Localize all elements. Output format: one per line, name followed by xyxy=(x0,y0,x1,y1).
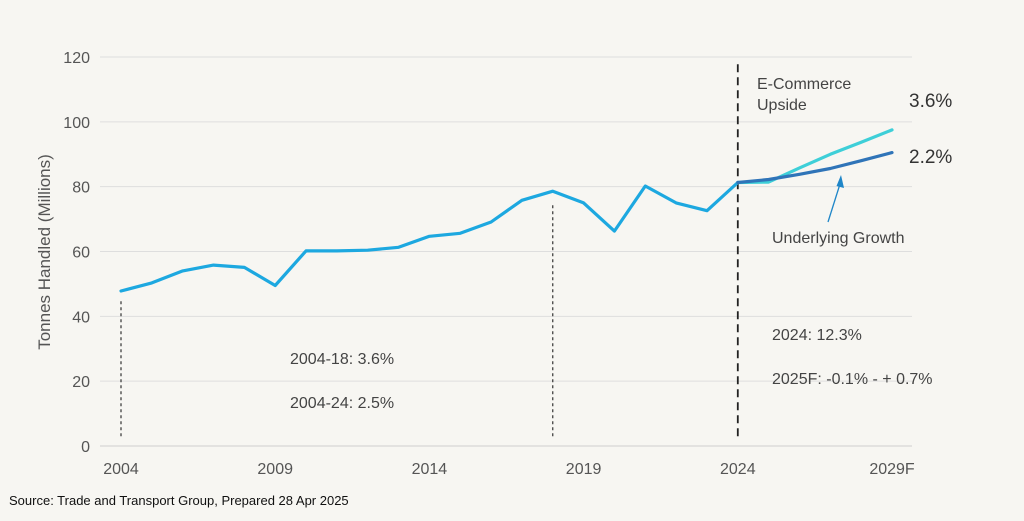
reference-lines xyxy=(120,60,739,437)
x-tick-label: 2004 xyxy=(103,461,139,478)
historical-series-line xyxy=(119,180,740,293)
x-axis-ticks: 2004 2009 2014 2019 2024 2029F xyxy=(103,461,915,478)
y-tick-label: 40 xyxy=(72,309,90,326)
y-tick-label: 80 xyxy=(72,180,90,197)
y-tick-label: 100 xyxy=(63,115,90,132)
y-tick-label: 60 xyxy=(72,245,90,262)
ecommerce-upside-label-line2: Upside xyxy=(757,97,807,114)
source-note: Source: Trade and Transport Group, Prepa… xyxy=(9,493,349,508)
ecommerce-upside-label-line1: E-Commerce xyxy=(757,76,851,93)
y-tick-label: 0 xyxy=(81,439,90,456)
y-axis-label: Tonnes Handled (Millions) xyxy=(35,154,54,350)
y-tick-label: 20 xyxy=(72,374,90,391)
x-tick-label: 2024 xyxy=(720,461,756,478)
gridlines xyxy=(100,56,912,447)
underlying-growth-series-line xyxy=(736,151,894,185)
x-tick-label: 2014 xyxy=(412,461,448,478)
growth-2024-label: 2024: 12.3% xyxy=(772,327,862,344)
cagr-underlying-label: 2.2% xyxy=(909,147,952,168)
cagr-2004-24-label: 2004-24: 2.5% xyxy=(290,395,394,412)
underlying-growth-arrow-shaft xyxy=(827,183,841,223)
y-tick-label: 120 xyxy=(63,50,90,67)
underlying-growth-label: Underlying Growth xyxy=(772,230,905,247)
x-tick-label: 2019 xyxy=(566,461,602,478)
series-lines xyxy=(119,128,894,293)
x-tick-label: 2029F xyxy=(869,461,915,478)
underlying-growth-arrow-head xyxy=(836,175,844,188)
y-axis-ticks: 0 20 40 60 80 100 120 xyxy=(63,50,90,456)
cagr-2004-18-label: 2004-18: 3.6% xyxy=(290,351,394,368)
x-tick-label: 2009 xyxy=(257,461,293,478)
ecommerce-upside-series-line xyxy=(736,128,894,185)
growth-2025f-label: 2025F: -0.1% - + 0.7% xyxy=(772,371,933,388)
cagr-upside-label: 3.6% xyxy=(909,91,952,112)
